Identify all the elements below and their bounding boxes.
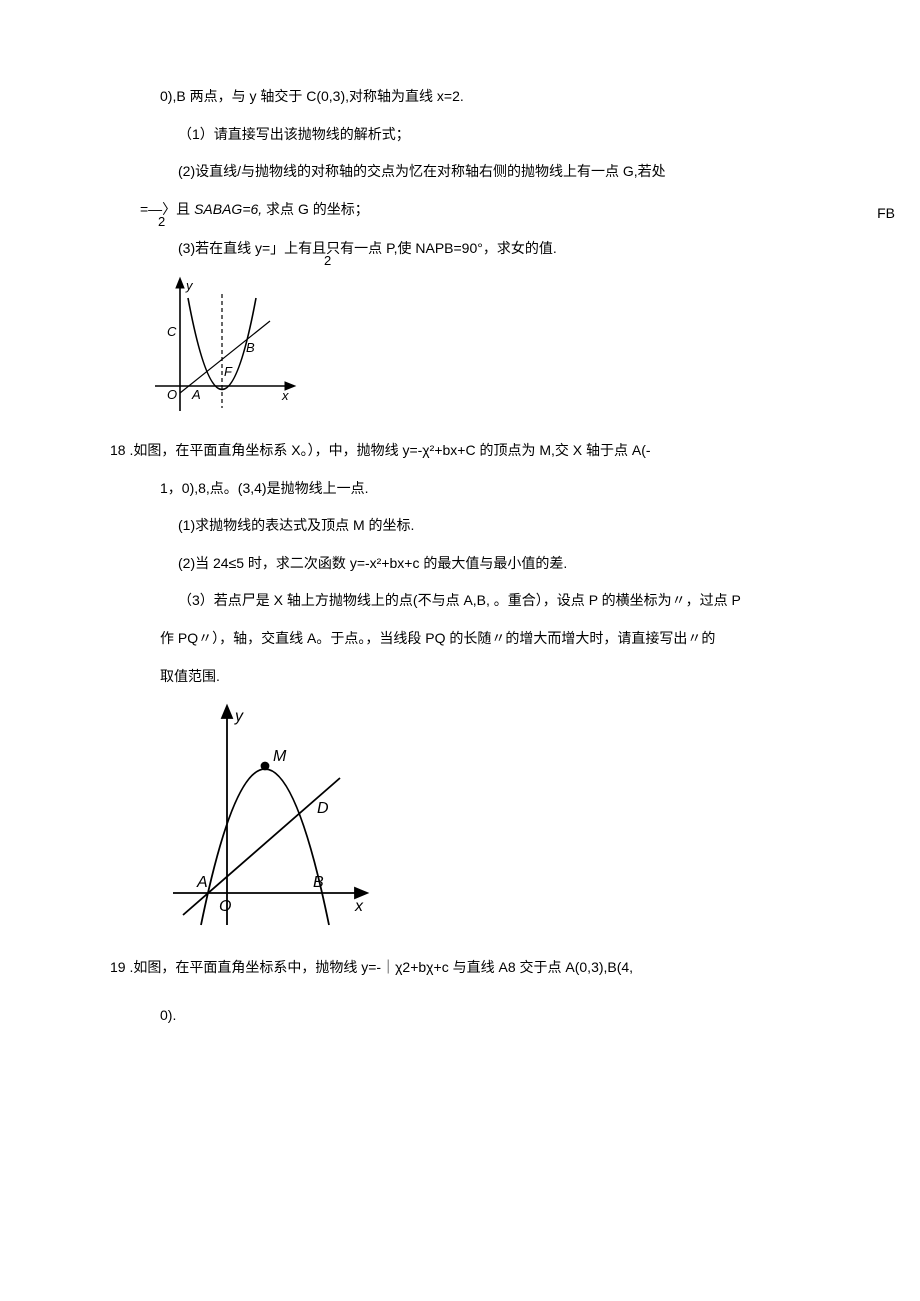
- q17-frac2-denom: 2: [324, 254, 331, 269]
- q18-fig-label-B: B: [313, 874, 324, 891]
- q18-number: 18: [110, 434, 126, 468]
- q17-fig-label-x: x: [281, 388, 289, 403]
- q17-sub3-row: (3)若在直线 y=」上有且只有一点 P,使 NAPB=90°，求女的值. 2: [110, 232, 810, 266]
- q17-sub2b-post: 求点 G 的坐标；: [262, 201, 369, 217]
- q19-number: 19: [110, 951, 126, 985]
- q19-line0: .如图，在平面直角坐标系中，抛物线 y=-｜χ2+bχ+c 与直线 A8 交于点…: [126, 959, 634, 975]
- q17-line0: 0),B 两点，与 y 轴交于 C(0,3),对称轴为直线 x=2.: [110, 80, 810, 114]
- q19-line1: 0).: [110, 999, 810, 1033]
- q18-sub3b: 作 PQ〃），轴，交直线 A。于点。，当线段 PQ 的长随〃的增大而增大时，请直…: [110, 622, 810, 656]
- q17-sub2b-row: =—〉且 SABAG=6, 求点 G 的坐标； 2: [110, 193, 810, 227]
- q17-fig-label-y: y: [185, 278, 194, 293]
- q17-sub3: (3)若在直线 y=」上有且只有一点 P,使 NAPB=90°，求女的值.: [110, 232, 810, 266]
- q18-line1: 1，0),8,点。(3,4)是抛物线上一点.: [110, 472, 810, 506]
- q17-marginal-fb: FB: [877, 205, 895, 221]
- q18-fig-label-M: M: [273, 748, 287, 765]
- q17-fig-label-C: C: [167, 324, 177, 339]
- q17-fig-label-B: B: [246, 340, 255, 355]
- q17-sub1: （1）请直接写出该抛物线的解析式；: [110, 118, 810, 152]
- q18-fig-label-A: A: [196, 874, 208, 891]
- q17-sub2b-pre: =—〉且: [140, 201, 194, 217]
- q17-figure: y x C B F O A: [150, 276, 300, 416]
- q18-figure: y x M D A O B: [165, 703, 375, 933]
- q17-sub2b-italic: SABAG=6,: [194, 201, 262, 217]
- q18-line0-row: 18 .如图，在平面直角坐标系 X。），中，抛物线 y=-χ²+bx+C 的顶点…: [110, 434, 810, 468]
- q17-fig-label-A: A: [191, 387, 201, 402]
- q19-line0-row: 19 .如图，在平面直角坐标系中，抛物线 y=-｜χ2+bχ+c 与直线 A8 …: [110, 951, 810, 985]
- q18-sub3a: （3）若点尸是 X 轴上方抛物线上的点(不与点 A,B, 。重合），设点 P 的…: [110, 584, 810, 618]
- q18-fig-label-D: D: [317, 800, 329, 817]
- q18-fig-label-x: x: [354, 898, 364, 915]
- q18-sub1: (1)求抛物线的表达式及顶点 M 的坐标.: [110, 509, 810, 543]
- q17-sub2: (2)设直线/与抛物线的对称轴的交点为忆在对称轴右侧的抛物线上有一点 G,若处: [110, 155, 810, 189]
- q18-line0: .如图，在平面直角坐标系 X。），中，抛物线 y=-χ²+bx+C 的顶点为 M…: [126, 442, 651, 458]
- q17-fig-label-F: F: [224, 364, 233, 379]
- q18-fig-label-y: y: [234, 708, 244, 725]
- q18-sub3c: 取值范围.: [110, 660, 810, 694]
- q18-fig-label-O: O: [219, 898, 231, 915]
- q18-sub2: (2)当 24≤5 时，求二次函数 y=-x²+bx+c 的最大值与最小值的差.: [110, 547, 810, 581]
- q17-fig-label-O: O: [167, 387, 177, 402]
- q17-frac1-denom: 2: [158, 215, 165, 230]
